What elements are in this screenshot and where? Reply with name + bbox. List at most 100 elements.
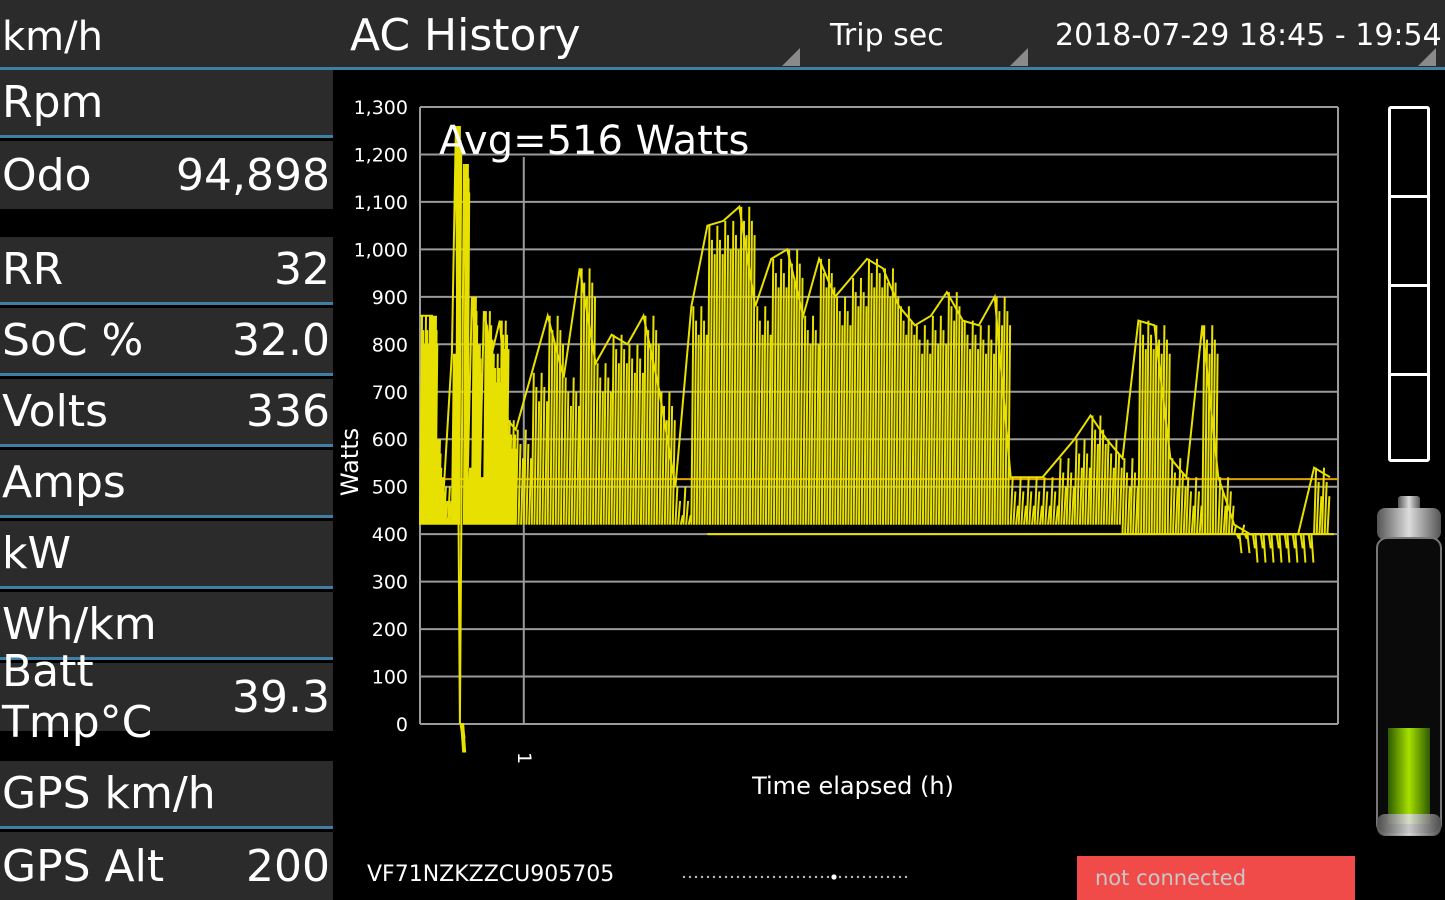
ac-history-chart[interactable]: 0 100 200 300 400 500 600 700 800 900 1,000 1,100 1,…: [333, 72, 1373, 832]
info-label: Wh/km: [2, 599, 157, 650]
info-row-batt-temp[interactable]: Batt Tmp°C 39.3: [0, 646, 333, 748]
page-dot: [694, 875, 698, 879]
speed-readout-unit[interactable]: km/h: [2, 14, 103, 60]
connection-status-badge[interactable]: not connected: [1077, 856, 1355, 900]
page-dot: [718, 875, 722, 879]
info-label: GPS km/h: [2, 768, 216, 819]
y-tick-label: 200: [372, 619, 408, 641]
vehicle-vin: VF71NZKZZCU905705: [367, 862, 615, 887]
y-tick-label: 700: [372, 382, 408, 404]
info-row-rr[interactable]: RR 32: [0, 237, 333, 305]
info-label: SoC %: [2, 315, 144, 366]
info-value: 39.3: [232, 671, 330, 723]
info-value: 336: [246, 386, 330, 437]
page-dot: [682, 875, 686, 879]
info-panel: Rpm Odo 94,898 RR 32 SoC % 32.0 Volts 33…: [0, 70, 333, 900]
y-tick-label: 1,000: [354, 239, 408, 261]
screen-title[interactable]: AC History: [350, 9, 581, 61]
info-label: RR: [2, 244, 64, 295]
x-tick-label: 1: [513, 752, 535, 764]
series-line-oscillation: [419, 125, 1331, 753]
page-dot: [886, 875, 890, 879]
info-value: 200: [246, 840, 330, 892]
info-row-rpm[interactable]: Rpm: [0, 70, 333, 138]
battery-soc-icon: [1376, 496, 1442, 836]
level-gauge-divider: [1391, 373, 1427, 376]
info-value: 94,898: [176, 149, 330, 201]
info-row-odo[interactable]: Odo 94,898: [0, 141, 333, 209]
page-dot: [802, 875, 806, 879]
page-dot: [742, 875, 746, 879]
page-dot: [778, 875, 782, 879]
info-row-volts[interactable]: Volts 336: [0, 379, 333, 447]
y-tick-label: 600: [372, 429, 408, 451]
page-dot: [772, 875, 776, 879]
y-tick-labels: 0 100 200 300 400 500 600 700 800 900 1,000 1,100 1,…: [354, 97, 408, 736]
y-tick-label: 900: [372, 287, 408, 309]
info-label: Batt Tmp°C: [2, 646, 153, 748]
info-label: Amps: [2, 457, 126, 508]
page-dot: [820, 875, 824, 879]
page-dot: [892, 875, 896, 879]
page-dot: [814, 875, 818, 879]
trip-mode-dropdown-indicator-icon: [1010, 48, 1028, 66]
page-dot: [898, 875, 902, 879]
y-tick-label: 1,300: [354, 97, 408, 119]
date-range-dropdown-indicator-icon: [1418, 48, 1436, 66]
x-tick-labels: 1: [513, 157, 535, 764]
series-watts: [419, 125, 1334, 753]
page-dot: [712, 875, 716, 879]
level-gauge: [1388, 106, 1430, 462]
level-gauge-divider: [1391, 195, 1427, 198]
info-label: GPS Alt: [2, 840, 165, 892]
info-value: 32.0: [232, 315, 330, 366]
page-dot: [730, 875, 734, 879]
info-label: Odo: [2, 149, 92, 201]
y-tick-label: 800: [372, 334, 408, 356]
info-row-soc[interactable]: SoC % 32.0: [0, 308, 333, 376]
page-dot: [736, 875, 740, 879]
y-axis-title: Watts: [336, 428, 364, 496]
page-dot: [874, 875, 878, 879]
info-label: Volts: [2, 386, 109, 437]
series-line: [420, 125, 1331, 725]
info-row-gps-speed[interactable]: GPS km/h: [0, 761, 333, 829]
page-dot: [688, 875, 692, 879]
info-label: kW: [2, 528, 71, 579]
page-dot: [724, 875, 728, 879]
page-dot: [844, 875, 848, 879]
page-dot: [808, 875, 812, 879]
y-tick-label: 500: [372, 477, 408, 499]
page-dot: [850, 875, 854, 879]
info-label: Rpm: [2, 77, 104, 128]
info-row-whkm[interactable]: Wh/km: [0, 592, 333, 660]
level-gauge-divider: [1391, 284, 1427, 287]
page-dot: [880, 875, 884, 879]
x-axis-title: Time elapsed (h): [751, 772, 954, 800]
y-tick-label: 400: [372, 524, 408, 546]
page-dot: [748, 875, 752, 879]
y-tick-label: 300: [372, 572, 408, 594]
page-dot: [862, 875, 866, 879]
page-dot: [796, 875, 800, 879]
page-dot: [784, 875, 788, 879]
page-dot: [826, 875, 830, 879]
page-dot: [706, 875, 710, 879]
page-dot: [766, 875, 770, 879]
page-dot: [760, 875, 764, 879]
info-row-kw[interactable]: kW: [0, 521, 333, 589]
page-indicator[interactable]: [682, 874, 910, 880]
date-range-selector[interactable]: 2018-07-29 18:45 - 19:54: [1055, 17, 1442, 53]
page-dot: [904, 875, 908, 879]
page-dot: [754, 875, 758, 879]
info-row-amps[interactable]: Amps: [0, 450, 333, 518]
page-dot: [856, 875, 860, 879]
y-tick-label: 100: [372, 667, 408, 689]
page-dot: [838, 875, 842, 879]
y-tick-label: 0: [396, 714, 408, 736]
top-header: km/h AC History Trip sec 2018-07-29 18:4…: [0, 0, 1445, 70]
trip-mode-selector[interactable]: Trip sec: [830, 17, 944, 53]
info-row-gps-alt[interactable]: GPS Alt 200: [0, 832, 333, 900]
chart-svg: 0 100 200 300 400 500 600 700 800 900 1,000 1,100 1,…: [336, 97, 1339, 800]
y-tick-label: 1,200: [354, 144, 408, 166]
